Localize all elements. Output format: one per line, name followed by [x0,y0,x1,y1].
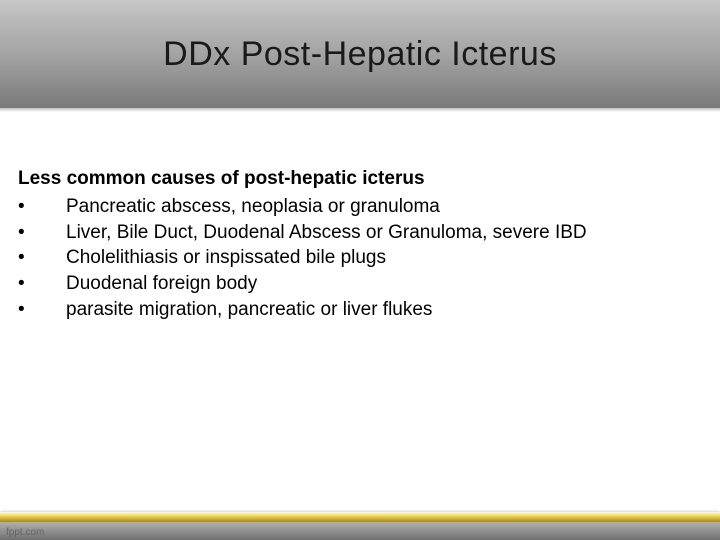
list-item-text: Liver, Bile Duct, Duodenal Abscess or Gr… [66,220,587,246]
list-item: • Liver, Bile Duct, Duodenal Abscess or … [18,220,702,246]
watermark: fppt.com [6,527,44,538]
header-band: DDx Post-Hepatic Icterus [0,0,720,108]
list-item: • Duodenal foreign body [18,271,702,297]
bullet-icon: • [18,194,66,220]
bullet-icon: • [18,220,66,246]
footer-gold-stripe [0,512,720,522]
list-item: • Pancreatic abscess, neoplasia or granu… [18,194,702,220]
list-item-text: Cholelithiasis or inspissated bile plugs [66,245,386,271]
content-area: Less common causes of post-hepatic icter… [0,108,720,322]
slide-title: DDx Post-Hepatic Icterus [163,35,557,74]
list-item-text: parasite migration, pancreatic or liver … [66,297,432,323]
footer-gray-stripe [0,522,720,540]
list-item-text: Duodenal foreign body [66,271,257,297]
subheading: Less common causes of post-hepatic icter… [18,168,702,190]
footer-band: fppt.com [0,502,720,540]
bullet-icon: • [18,245,66,271]
bullet-icon: • [18,271,66,297]
list-item-text: Pancreatic abscess, neoplasia or granulo… [66,194,440,220]
bullet-icon: • [18,297,66,323]
list-item: • parasite migration, pancreatic or live… [18,297,702,323]
list-item: • Cholelithiasis or inspissated bile plu… [18,245,702,271]
